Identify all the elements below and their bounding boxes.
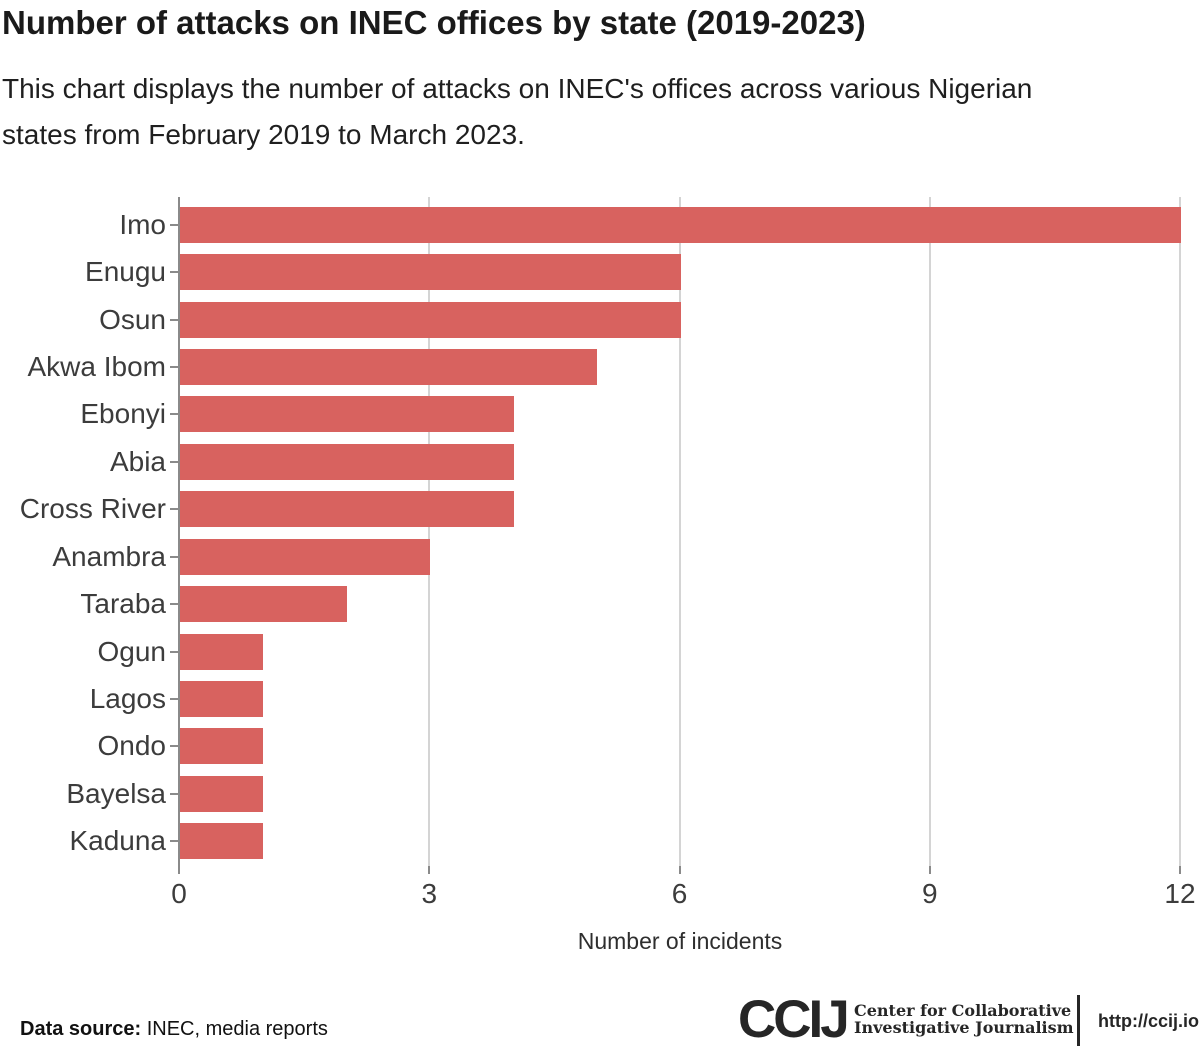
bar-ogun (180, 633, 264, 670)
gridline-3 (428, 197, 431, 866)
ccij-tagline-line-1: Center for Collaborative (854, 1001, 1072, 1020)
x-tick-label-0: 0 (171, 878, 187, 909)
data-source-label: Data source: (20, 1018, 142, 1040)
logo-divider (1077, 995, 1080, 1046)
category-label-enugu: Enugu (85, 256, 166, 288)
y-tick-ogun (170, 650, 178, 653)
x-axis-title: Number of incidents (577, 928, 783, 954)
y-tick-abia (170, 460, 178, 463)
chart-subtitle-line-1: This chart displays the number of attack… (2, 73, 1033, 104)
bar-taraba (180, 586, 347, 623)
y-tick-akwa-ibom (170, 366, 178, 368)
bar-osun (180, 301, 681, 338)
x-tick-label-3: 3 (421, 878, 438, 909)
category-label-abia: Abia (109, 445, 166, 477)
x-tick-12 (1179, 866, 1181, 874)
y-tick-ondo (170, 745, 178, 748)
gridline-9 (928, 197, 931, 866)
chart-subtitle-line-2: states from February 2019 to March 2023. (2, 119, 525, 150)
bar-abia (180, 443, 514, 480)
y-tick-cross-river (170, 508, 178, 511)
category-label-bayelsa: Bayelsa (66, 777, 166, 809)
x-tick-label-9: 9 (921, 878, 938, 909)
x-tick-0 (178, 866, 180, 874)
bar-ondo (180, 728, 264, 765)
category-label-ondo: Ondo (97, 730, 167, 762)
y-tick-bayelsa (170, 792, 178, 795)
category-label-anambra: Anambra (52, 540, 166, 572)
category-label-lagos: Lagos (89, 683, 166, 714)
ccij-logo: CCIJ (738, 990, 850, 1049)
bar-cross-river (180, 491, 514, 528)
category-label-akwa-ibom: Akwa Ibom (27, 351, 167, 382)
bar-anambra (180, 538, 431, 575)
x-tick-6 (678, 866, 681, 874)
gridline-6 (678, 197, 681, 866)
x-tick-label-6: 6 (671, 878, 688, 909)
category-label-imo: Imo (119, 208, 166, 240)
x-tick-3 (428, 866, 431, 874)
ccij-logo-tagline: Center for Collaborative Investigative J… (854, 1002, 1074, 1036)
chart-title: Number of attacks on INEC offices by sta… (2, 4, 866, 41)
y-tick-enugu (170, 271, 178, 274)
y-tick-imo (170, 223, 178, 226)
category-label-taraba: Taraba (80, 588, 166, 620)
y-tick-kaduna (170, 840, 178, 843)
bar-akwa-ibom (180, 349, 598, 385)
y-tick-anambra (170, 555, 178, 558)
bar-imo (180, 206, 1181, 243)
y-tick-taraba (170, 603, 178, 606)
category-label-cross-river: Cross River (19, 493, 166, 525)
category-label-ebonyi: Ebonyi (80, 398, 166, 430)
bar-ebonyi (180, 396, 514, 433)
ccij-tagline-line-2: Investigative Journalism (854, 1018, 1074, 1037)
bar-lagos (180, 681, 264, 717)
chart-subtitle: This chart displays the number of attack… (2, 66, 1032, 158)
category-label-osun: Osun (99, 303, 166, 335)
data-source-value: INEC, media reports (146, 1018, 328, 1040)
data-source-note: Data source: INEC, media reports (20, 1018, 328, 1041)
bar-enugu (180, 254, 681, 291)
bar-bayelsa (180, 775, 264, 812)
y-axis-line (178, 197, 180, 866)
ccij-url-link[interactable]: http://ccij.io (1098, 1011, 1199, 1031)
y-tick-ebonyi (170, 413, 178, 416)
bar-kaduna (180, 823, 264, 860)
x-tick-9 (928, 866, 931, 874)
gridline-12 (1179, 197, 1181, 866)
category-label-ogun: Ogun (97, 635, 167, 667)
category-label-kaduna: Kaduna (69, 825, 166, 857)
x-tick-label-12: 12 (1164, 878, 1196, 909)
y-tick-osun (170, 318, 178, 321)
y-tick-lagos (170, 698, 178, 700)
